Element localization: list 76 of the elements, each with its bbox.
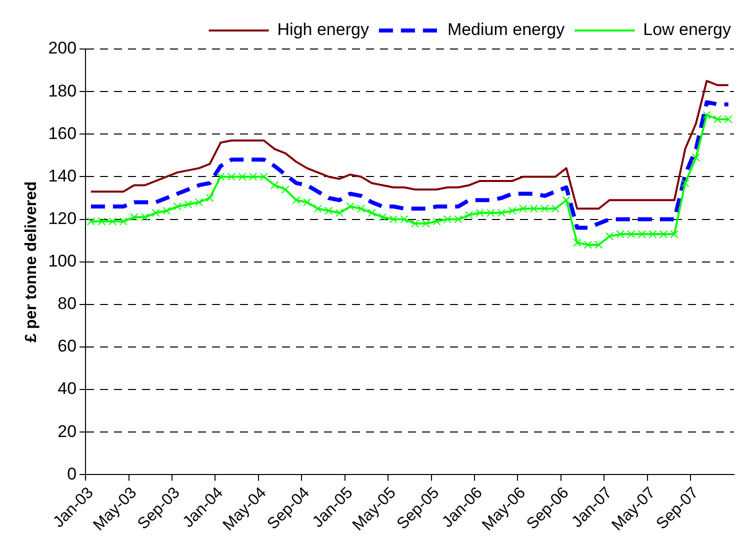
point	[303, 198, 312, 206]
point	[432, 217, 441, 226]
point	[98, 217, 106, 226]
y-tick-label: 200	[48, 38, 77, 58]
point	[248, 172, 258, 181]
point	[562, 196, 570, 204]
point	[357, 204, 366, 213]
point	[400, 215, 408, 224]
point	[530, 204, 538, 213]
point	[162, 206, 171, 215]
point	[616, 230, 624, 238]
point	[108, 217, 117, 226]
point	[681, 179, 690, 188]
y-tick-label: 80	[58, 294, 77, 314]
point	[638, 230, 646, 238]
point	[648, 230, 657, 238]
legend-label: High energy	[277, 20, 370, 40]
y-tick-label: 0	[67, 464, 77, 484]
point	[368, 208, 376, 217]
point	[227, 172, 236, 181]
legend-label: Low energy	[643, 20, 732, 40]
point	[194, 198, 204, 206]
point	[389, 215, 398, 224]
point	[314, 204, 322, 213]
point	[508, 206, 516, 215]
point	[119, 217, 128, 226]
point	[465, 210, 474, 220]
point	[206, 194, 214, 202]
point	[378, 213, 387, 222]
point	[551, 204, 560, 213]
point	[443, 215, 452, 224]
point	[714, 115, 722, 124]
point	[216, 172, 225, 181]
point	[292, 196, 300, 204]
y-tick-label: 160	[48, 124, 77, 143]
line-series	[88, 100, 730, 230]
point	[346, 202, 354, 211]
point	[702, 110, 711, 120]
y-tick-label: 120	[48, 208, 77, 228]
point	[335, 208, 344, 217]
point	[324, 206, 333, 215]
point	[497, 208, 506, 217]
point	[594, 240, 603, 249]
y-tick-label: 60	[58, 336, 77, 356]
y-tick-label: 140	[48, 166, 77, 186]
point	[184, 200, 192, 208]
y-tick-label: 40	[58, 379, 77, 398]
point	[422, 220, 430, 228]
point	[238, 172, 246, 181]
point	[411, 220, 420, 228]
point	[724, 115, 732, 124]
y-axis-title: £ per tonne delivered	[23, 181, 40, 342]
point	[540, 204, 549, 213]
point	[454, 215, 462, 224]
point	[86, 217, 95, 226]
point	[260, 172, 268, 181]
point	[270, 181, 279, 190]
point	[173, 202, 182, 211]
point	[573, 238, 582, 247]
point	[152, 208, 160, 217]
legend-label: Medium energy	[447, 20, 566, 40]
y-tick-label: 100	[48, 252, 77, 271]
y-tick-label: 180	[48, 81, 77, 100]
point	[584, 240, 592, 249]
point	[670, 230, 678, 238]
point	[660, 230, 668, 238]
point	[476, 208, 484, 217]
point	[140, 213, 150, 222]
point	[692, 154, 700, 162]
point	[130, 213, 138, 222]
point	[486, 208, 495, 217]
point	[627, 230, 636, 238]
point	[519, 204, 528, 213]
y-tick-label: 20	[58, 422, 77, 441]
point	[281, 185, 290, 194]
point	[606, 232, 614, 240]
